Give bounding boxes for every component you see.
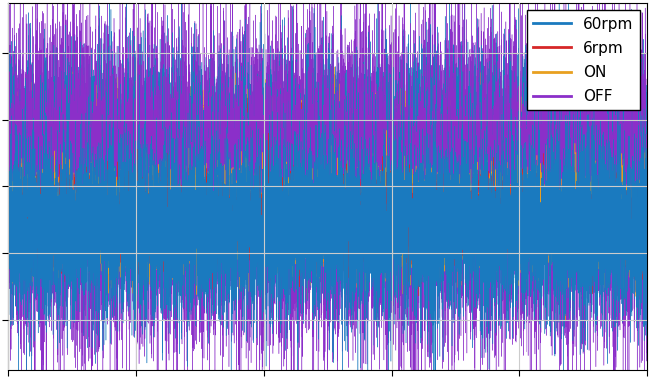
Legend: 60rpm, 6rpm, ON, OFF: 60rpm, 6rpm, ON, OFF <box>526 11 640 110</box>
